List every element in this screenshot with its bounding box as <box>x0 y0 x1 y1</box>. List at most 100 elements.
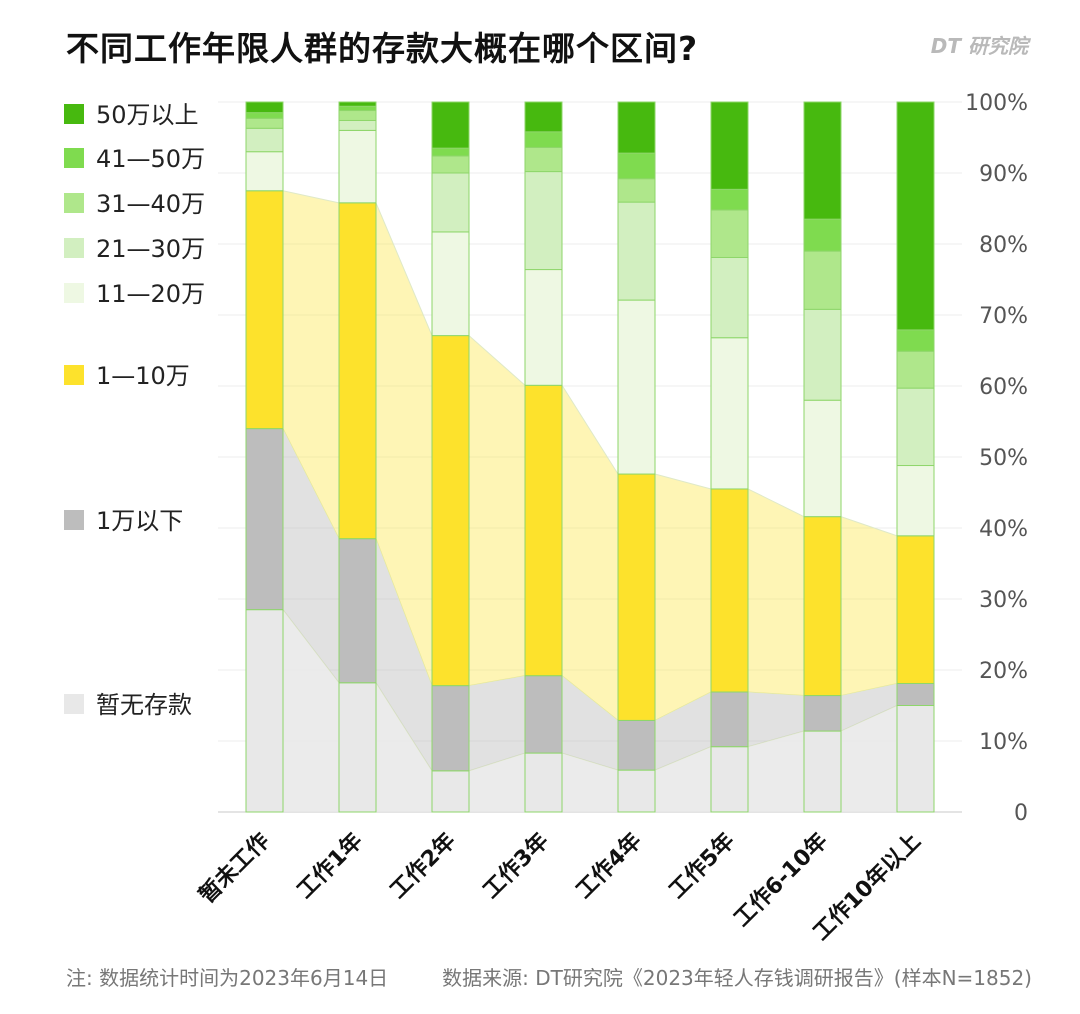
y-tick-label: 70% <box>979 304 1028 329</box>
bar-segment <box>896 535 935 684</box>
bar-segment <box>803 695 842 732</box>
y-tick-label: 40% <box>979 517 1028 542</box>
legend-swatch <box>64 104 84 124</box>
bar-segment <box>431 172 470 233</box>
legend-label: 31—40万 <box>96 190 205 218</box>
bar-segment <box>338 105 377 112</box>
bar-segment <box>803 308 842 401</box>
bar-segment <box>617 178 656 203</box>
bar-segment <box>431 101 470 149</box>
bar-segment <box>338 202 377 540</box>
x-category-label: 暂未工作 <box>194 828 275 909</box>
bar-segment <box>338 538 377 684</box>
bar-segment <box>245 428 284 611</box>
legend-swatch <box>64 510 84 530</box>
y-tick-label: 100% <box>965 91 1028 116</box>
legend-swatch <box>64 365 84 385</box>
brand-logo: DT 研究院 <box>930 34 1028 58</box>
bar-segment <box>524 101 563 133</box>
bar-segment <box>710 691 749 748</box>
x-category-label: 工作3年 <box>478 828 554 904</box>
bar-segment <box>617 719 656 771</box>
x-category-label: 工作5年 <box>664 828 740 904</box>
legend-swatch <box>64 238 84 258</box>
y-axis: 0 10% 20% 30% 40% 50% 60% 70% 80% 90% 100% <box>965 91 1028 826</box>
bar-segment <box>524 269 563 386</box>
legend-swatch <box>64 193 84 213</box>
bar-segment <box>524 675 563 754</box>
legend-swatch <box>64 283 84 303</box>
bar-segment <box>245 112 284 119</box>
bar-segment <box>617 152 656 180</box>
y-tick-label: 90% <box>979 162 1028 187</box>
bar-segment <box>245 151 284 192</box>
bar-segment <box>431 335 470 687</box>
bar-segment <box>896 682 935 706</box>
y-tick-label: 50% <box>979 446 1028 471</box>
bar-segment <box>245 117 284 129</box>
bar-segment <box>896 387 935 467</box>
bar-segment <box>431 147 470 157</box>
bar-segment <box>524 752 563 813</box>
bar-segment <box>245 609 284 813</box>
bar-segment <box>710 337 749 490</box>
bar-segment <box>617 201 656 301</box>
bar-segment <box>338 101 377 107</box>
bar-segment <box>710 256 749 339</box>
bar-segment <box>338 110 377 121</box>
bar-segment <box>524 171 563 271</box>
bar-segment <box>896 465 935 537</box>
legend-swatch <box>64 148 84 168</box>
y-tick-label: 80% <box>979 233 1028 258</box>
bar-segment <box>245 190 284 430</box>
bar-segment <box>803 218 842 252</box>
bar-segment <box>524 146 563 173</box>
bar-segment <box>431 231 470 337</box>
bar-segment <box>803 730 842 813</box>
legend: 50万以上 41—50万 31—40万 21—30万 11—20万 1—10万 1万以下暂无… <box>64 101 205 719</box>
legend-label: 1—10万 <box>96 362 190 390</box>
bar-segment <box>896 705 935 813</box>
bar-segment <box>896 101 935 331</box>
x-category-label: 工作4年 <box>571 828 647 904</box>
y-tick-label: 30% <box>979 588 1028 613</box>
legend-label: 21—30万 <box>96 235 205 263</box>
legend-label: 50万以上 <box>96 101 199 129</box>
bar-segment <box>617 473 656 721</box>
legend-label: 41—50万 <box>96 145 205 173</box>
bar-segment <box>245 101 284 114</box>
bar-segment <box>524 131 563 148</box>
series-bands <box>246 190 934 812</box>
bar-segment <box>431 685 470 772</box>
band-2 <box>246 428 934 771</box>
bar-segment <box>431 770 470 813</box>
bar-segment <box>710 209 749 258</box>
bar-segment <box>803 101 842 220</box>
bar-segment <box>617 769 656 813</box>
y-tick-label: 20% <box>979 659 1028 684</box>
footer-source: 数据来源: DT研究院《2023年轻人存钱调研报告》(样本N=1852) <box>442 966 1032 990</box>
bar-segment <box>338 129 377 204</box>
bar-segment <box>338 119 377 131</box>
bar-segment <box>710 188 749 211</box>
x-category-label: 工作6-10年 <box>729 828 833 932</box>
bar-segment <box>524 384 563 677</box>
x-category-label: 工作1年 <box>292 828 368 904</box>
band-1 <box>246 609 934 812</box>
bar-segment <box>896 350 935 389</box>
band-3 <box>246 190 934 721</box>
legend-label: 11—20万 <box>96 280 205 308</box>
y-tick-label: 10% <box>979 730 1028 755</box>
y-tick-label: 60% <box>979 375 1028 400</box>
chart-title: 不同工作年限人群的存款大概在哪个区间? <box>66 29 699 68</box>
bar-segment <box>245 127 284 153</box>
legend-swatch <box>64 694 84 714</box>
bar-segment <box>896 329 935 352</box>
bar-segment <box>617 299 656 475</box>
bar-segment <box>710 488 749 693</box>
bar-segment <box>803 399 842 518</box>
footer-note: 注: 数据统计时间为2023年6月14日 <box>66 966 389 990</box>
bar-segment <box>710 746 749 813</box>
